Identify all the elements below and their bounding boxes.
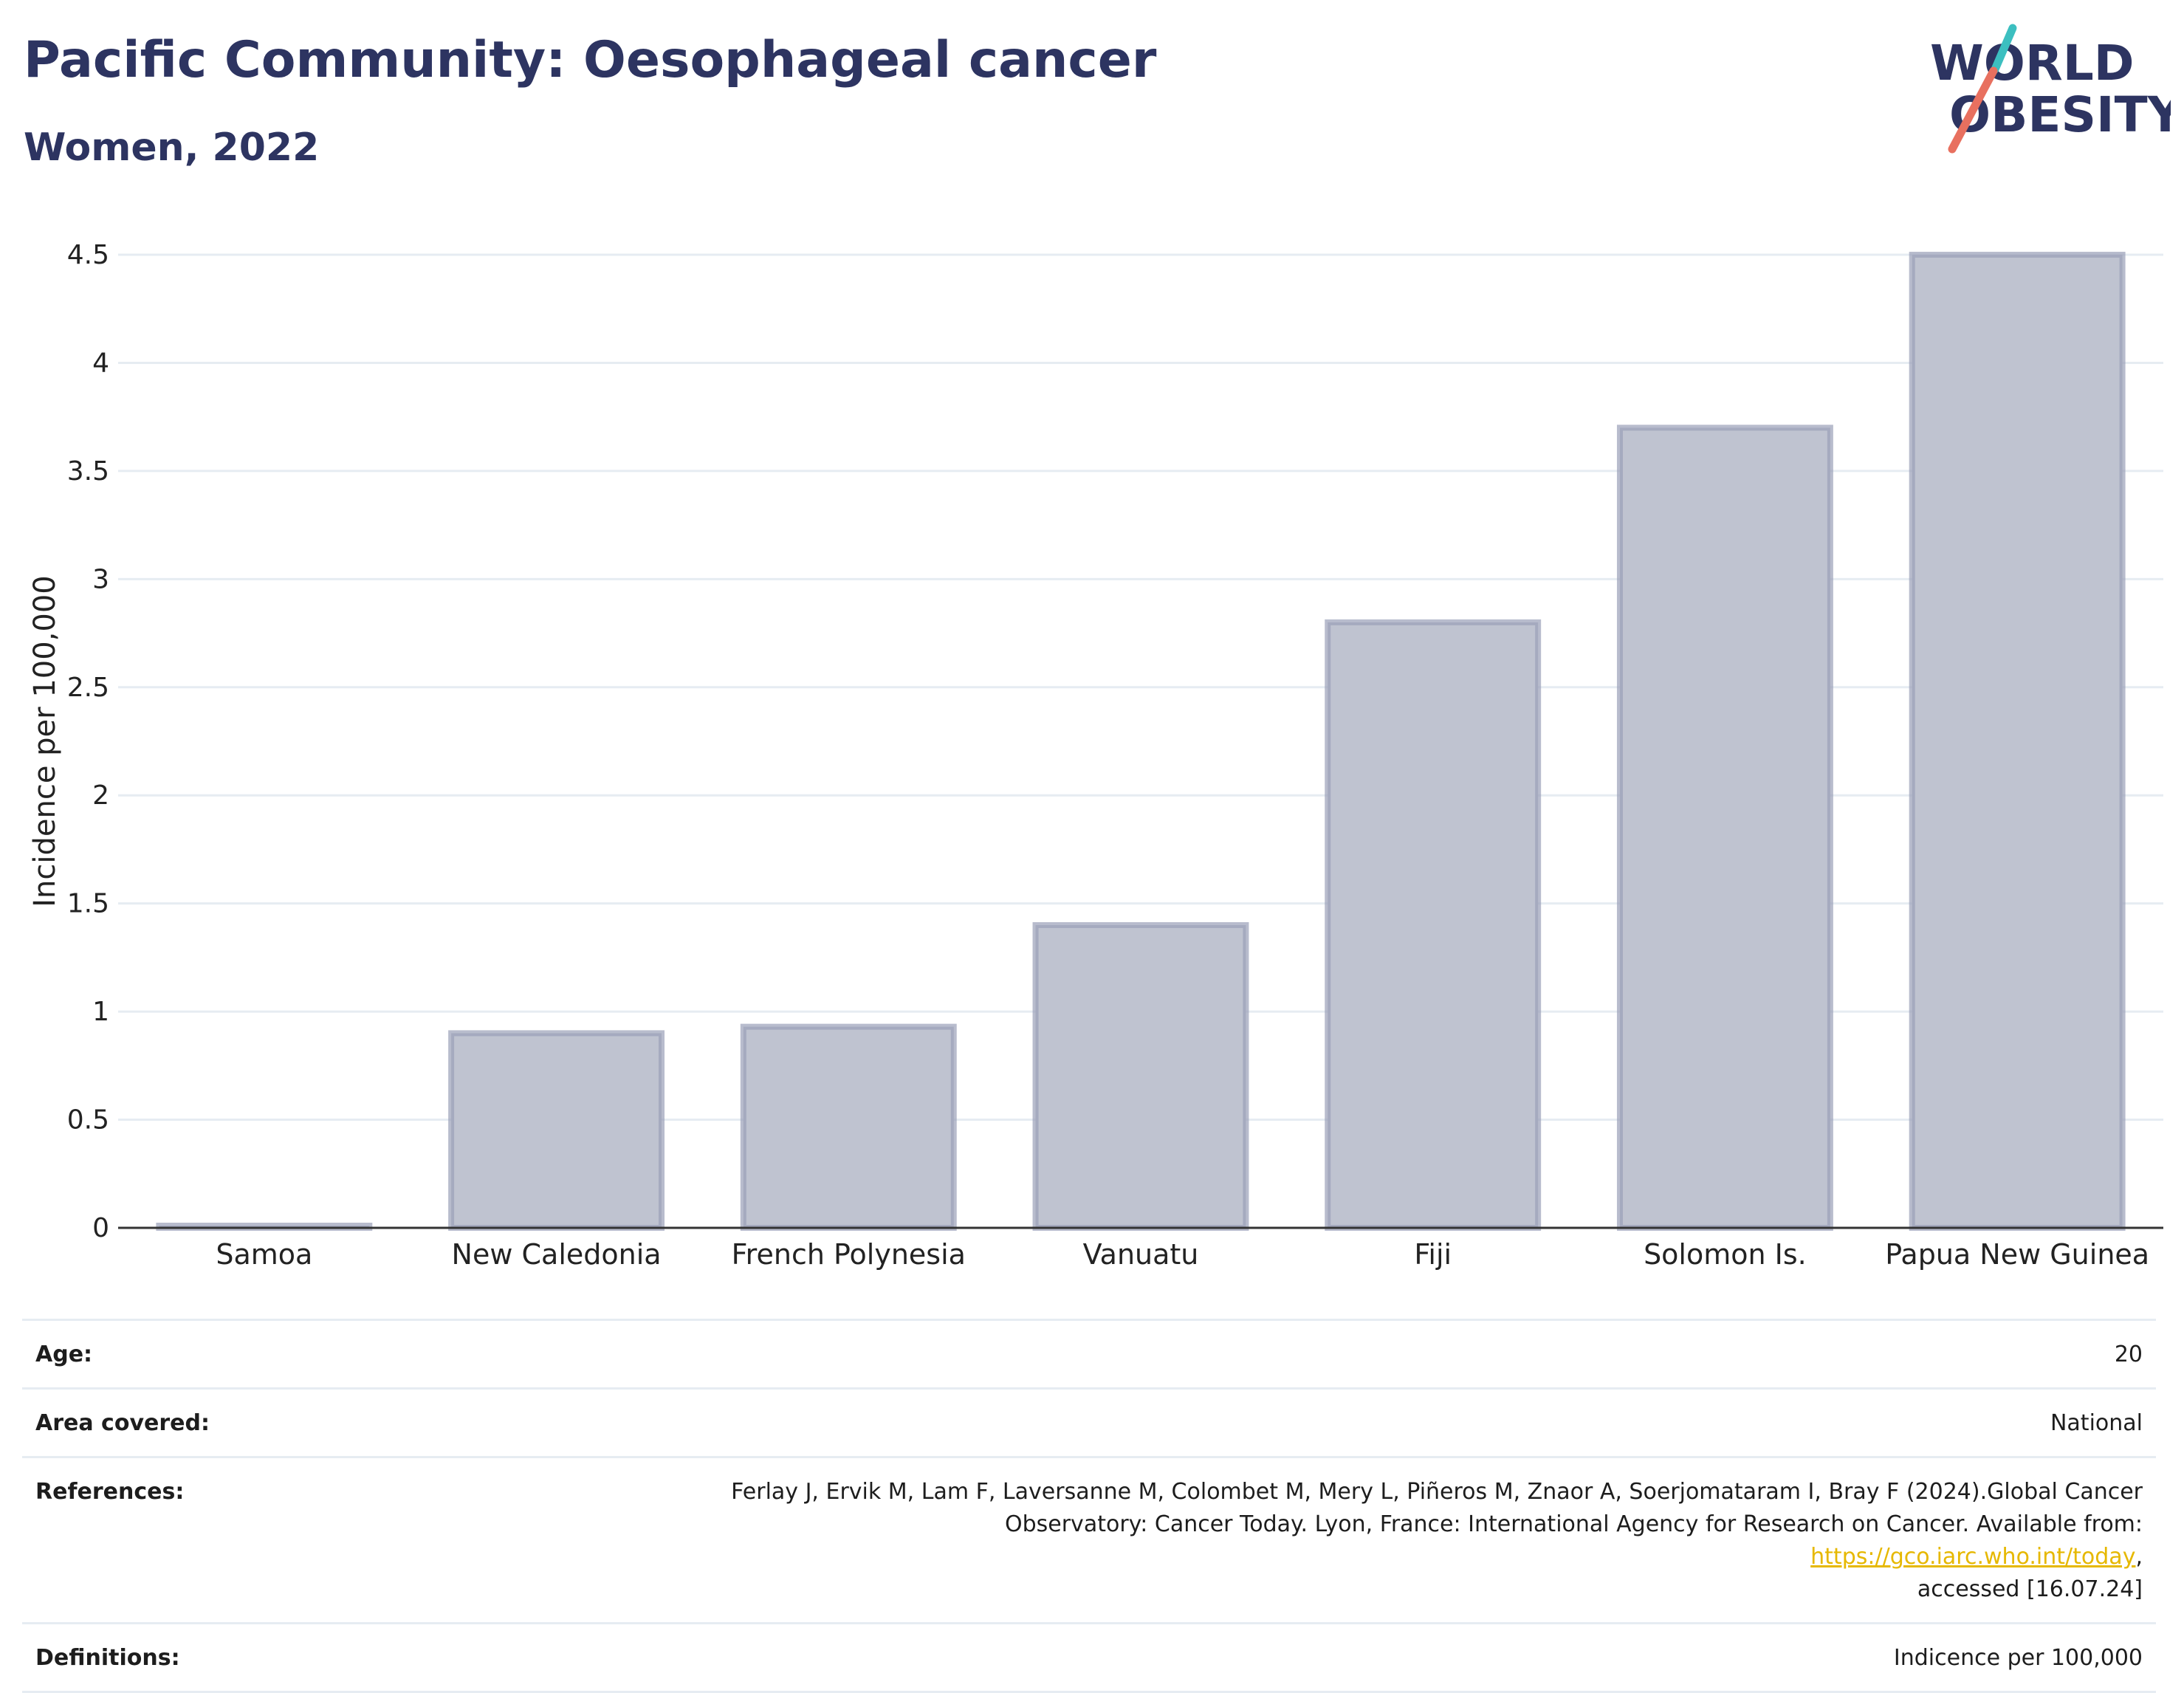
x-tick-label: Fiji bbox=[1414, 1238, 1452, 1271]
references-link[interactable]: https://gco.iarc.who.int/today bbox=[1810, 1544, 2136, 1570]
bars bbox=[156, 252, 2126, 1232]
y-axis-ticks: 0 0.5 1 1.5 2 2.5 3 3.5 4 4.5 bbox=[67, 240, 109, 1243]
meta-row-area: Area covered: National bbox=[22, 1387, 2156, 1456]
logo-line1: WORLD bbox=[1930, 35, 2135, 92]
references-line2: Observatory: Cancer Today. Lyon, France:… bbox=[666, 1508, 2143, 1573]
bar bbox=[1616, 425, 1833, 1231]
references-value: Ferlay J, Ervik M, Lam F, Laversanne M, … bbox=[666, 1476, 2143, 1606]
x-tick-label: Solomon Is. bbox=[1644, 1238, 1807, 1271]
bar bbox=[740, 1023, 957, 1231]
meta-row-definitions: Definitions: Indicence per 100,000 bbox=[22, 1622, 2156, 1693]
y-tick-label: 1 bbox=[92, 997, 109, 1027]
chart-subtitle: Women, 2022 bbox=[24, 126, 320, 170]
x-tick-label: New Caledonia bbox=[452, 1238, 662, 1271]
logo-line2: OBESITY bbox=[1949, 86, 2171, 143]
y-tick-label: 2 bbox=[92, 780, 109, 811]
x-tick-label: Papua New Guinea bbox=[1885, 1238, 2149, 1271]
bar bbox=[1032, 921, 1249, 1231]
area-value: National bbox=[2050, 1410, 2143, 1436]
age-value: 20 bbox=[2114, 1342, 2143, 1367]
y-tick-label: 3 bbox=[92, 564, 109, 594]
y-tick-label: 0.5 bbox=[67, 1105, 109, 1136]
y-tick-label: 0 bbox=[92, 1213, 109, 1243]
world-obesity-logo: WORLD OBESITY bbox=[1930, 24, 2171, 154]
bar-chart: 0 0.5 1 1.5 2 2.5 3 3.5 4 4.5 Samoa New Caledonia F… bbox=[28, 240, 2163, 1271]
y-axis-title: Incidence per 100,000 bbox=[28, 575, 62, 907]
definitions-label: Definitions: bbox=[35, 1645, 180, 1671]
y-tick-label: 1.5 bbox=[67, 889, 109, 919]
logo-coral-slash bbox=[1948, 66, 1998, 154]
bar bbox=[448, 1030, 665, 1232]
references-line2-suffix: , bbox=[2135, 1544, 2143, 1570]
chart-title: Pacific Community: Oesophageal cancer bbox=[24, 31, 1157, 89]
metadata-table: Age: 20 Area covered: National Reference… bbox=[22, 1319, 2156, 1693]
x-axis-ticks: Samoa New Caledonia French Polynesia Vanuat… bbox=[216, 1238, 2149, 1271]
meta-row-references: References: Ferlay J, Ervik M, Lam F, La… bbox=[22, 1456, 2156, 1622]
meta-row-age: Age: 20 bbox=[22, 1319, 2156, 1387]
definitions-value: Indicence per 100,000 bbox=[1893, 1645, 2143, 1671]
references-line2-prefix: Observatory: Cancer Today. Lyon, France:… bbox=[1004, 1511, 2143, 1537]
references-line1: Ferlay J, Ervik M, Lam F, Laversanne M, … bbox=[731, 1479, 2143, 1505]
logo-teal-slash bbox=[1991, 24, 2017, 74]
bar bbox=[1909, 252, 2126, 1231]
x-tick-label: Vanuatu bbox=[1083, 1238, 1199, 1271]
y-tick-label: 3.5 bbox=[67, 456, 109, 487]
y-tick-label: 4 bbox=[92, 348, 109, 378]
area-label: Area covered: bbox=[35, 1410, 210, 1436]
references-line3: accessed [16.07.24] bbox=[1917, 1576, 2143, 1602]
references-label: References: bbox=[35, 1479, 185, 1505]
y-tick-label: 2.5 bbox=[67, 673, 109, 703]
x-tick-label: Samoa bbox=[216, 1238, 312, 1271]
bar bbox=[1325, 619, 1542, 1231]
age-label: Age: bbox=[35, 1342, 93, 1367]
y-tick-label: 4.5 bbox=[67, 240, 109, 270]
x-tick-label: French Polynesia bbox=[732, 1238, 966, 1271]
